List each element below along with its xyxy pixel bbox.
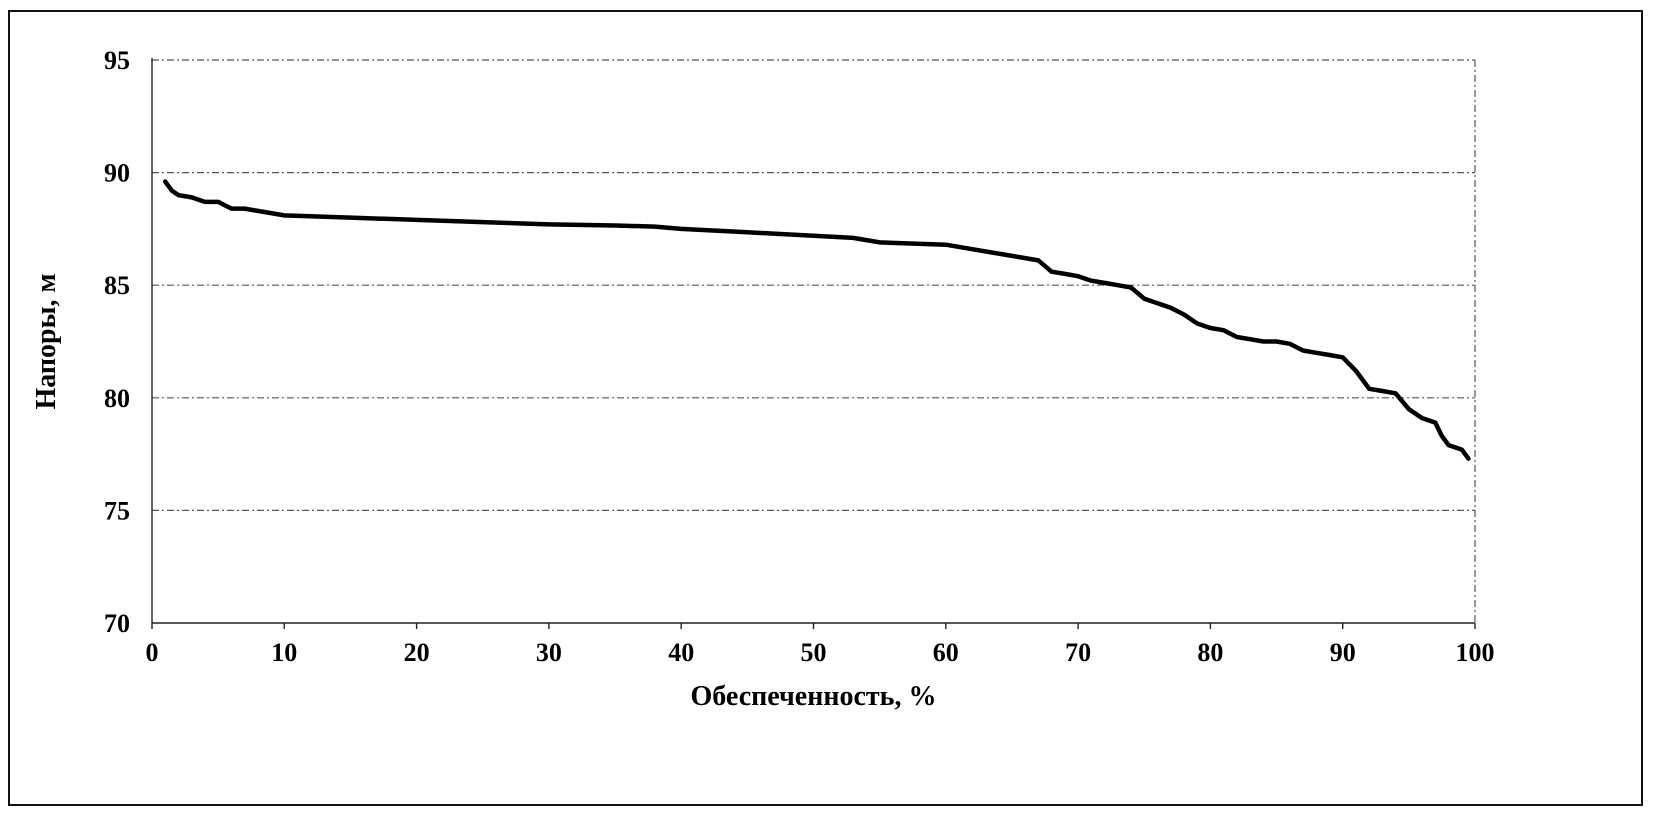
y-tick-label-70: 70 — [104, 609, 130, 638]
x-tick-label-10: 10 — [271, 638, 297, 667]
gridlines — [152, 59, 1475, 511]
series-line-1 — [162, 179, 1471, 461]
x-tick-label-60: 60 — [933, 638, 959, 667]
x-tick-label-90: 90 — [1330, 638, 1356, 667]
x-tick-label-50: 50 — [801, 638, 827, 667]
chart-frame — [8, 10, 1643, 806]
y-axis-title: Напоры, м — [31, 273, 62, 409]
x-tick-label-70: 70 — [1065, 638, 1091, 667]
x-tick-label-40: 40 — [668, 638, 694, 667]
x-tick-label-0: 0 — [146, 638, 159, 667]
axes — [151, 58, 1476, 629]
x-tick-label-80: 80 — [1197, 638, 1223, 667]
tick-labels: 0 10 20 30 40 50 60 70 80 90 100 70 75 80 85 90 95 — [104, 46, 1495, 667]
series — [162, 179, 1471, 461]
y-tick-label-85: 85 — [104, 271, 130, 300]
x-tick-label-100: 100 — [1456, 638, 1495, 667]
y-tick-label-75: 75 — [104, 496, 130, 525]
x-tick-label-20: 20 — [404, 638, 430, 667]
y-tick-label-90: 90 — [104, 159, 130, 188]
x-axis-title: Обеспеченность, % — [691, 681, 937, 712]
y-tick-label-80: 80 — [104, 384, 130, 413]
x-tick-label-30: 30 — [536, 638, 562, 667]
y-tick-label-95: 95 — [104, 46, 130, 75]
